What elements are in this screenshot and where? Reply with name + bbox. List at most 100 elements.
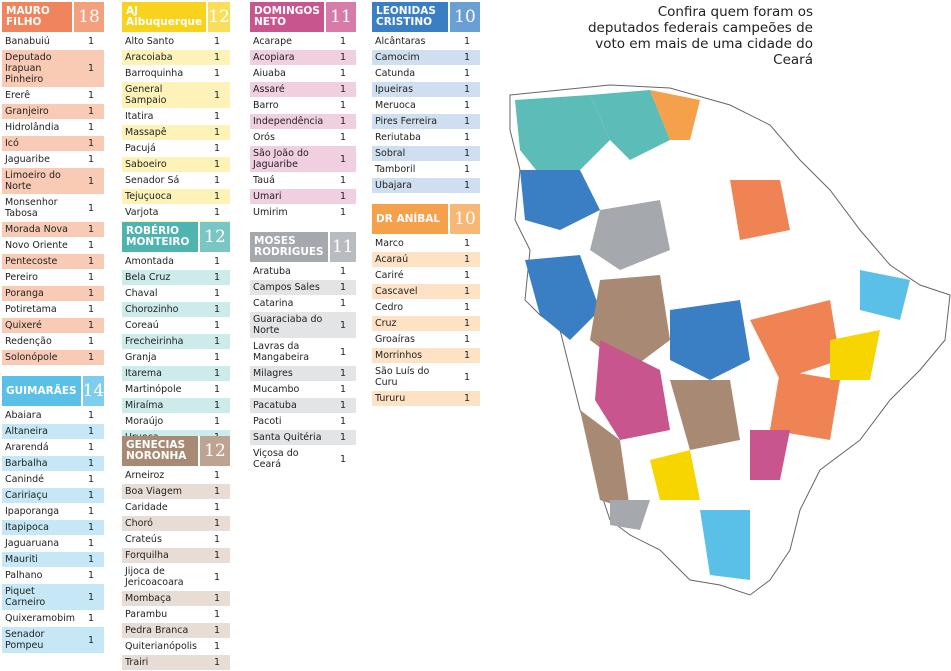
city-row: Groaíras 1 (372, 332, 480, 348)
city-row: Deputado Irapuan Pinheiro 1 (2, 50, 104, 88)
city-value: 1 (87, 106, 95, 117)
city-name: Barbalha (5, 458, 48, 469)
city-value: 1 (87, 240, 95, 251)
city-row: Alto Santo 1 (122, 34, 230, 50)
city-value: 1 (213, 571, 221, 583)
city-row: Guaraciaba do Norte 1 (250, 312, 356, 339)
city-row: Itarema 1 (122, 366, 230, 382)
city-value: 1 (87, 256, 95, 267)
city-row: Independência 1 (250, 114, 356, 130)
region (650, 90, 700, 140)
city-name: Camocim (375, 52, 420, 63)
panel-header: GENECIAS NORONHA 12 (122, 436, 230, 466)
city-row: Caridade 1 (122, 500, 230, 516)
city-row: Pacatuba 1 (250, 398, 356, 414)
city-row: Santa Quitéria 1 (250, 430, 356, 446)
city-name: Miraíma (125, 400, 164, 411)
city-row: Umirim 1 (250, 205, 356, 221)
city-value: 1 (213, 111, 221, 122)
city-name: Pedra Branca (125, 625, 189, 636)
city-name: Varjota (125, 207, 159, 218)
city-value: 1 (339, 432, 347, 443)
city-value: 1 (339, 132, 347, 143)
city-name: Quixeré (5, 320, 42, 331)
city-count: 12 (198, 436, 230, 466)
city-row: Itatira 1 (122, 109, 230, 125)
city-value: 1 (87, 538, 95, 549)
city-row: Banabuiú 1 (2, 34, 104, 50)
city-row: Caririaçu 1 (2, 488, 104, 504)
deputy-name: LEONIDAS CRISTINO (372, 2, 448, 32)
city-value: 1 (87, 202, 95, 214)
city-row: Ipueiras 1 (372, 82, 480, 98)
city-row: Ubajara 1 (372, 178, 480, 194)
city-row: Morada Nova 1 (2, 222, 104, 238)
city-name: Limoeiro do Norte (5, 170, 61, 192)
city-count: 12 (198, 222, 230, 252)
city-name: Pentecoste (5, 256, 58, 267)
city-name: São Luís do Curu (375, 366, 430, 388)
city-row: Quixeré 1 (2, 318, 104, 334)
city-row: Jijoca de Jericoacoara 1 (122, 564, 230, 591)
city-row: Trairi 1 (122, 655, 230, 671)
city-row: Alcântaras 1 (372, 34, 480, 50)
city-name: Martinópole (125, 384, 182, 395)
city-name: Forquilha (125, 550, 169, 561)
deputy-name: ROBÉRIO MONTEIRO (122, 222, 198, 252)
city-value: 1 (87, 272, 95, 283)
city-name: Senador Sá (125, 175, 180, 186)
city-name: Cascavel (375, 286, 418, 297)
city-value: 1 (213, 502, 221, 513)
deputy-panel: AJ Albuquerque 12 Alto Santo 1 Aracoiaba 1 Bar… (122, 2, 230, 237)
city-row: Icó 1 (2, 136, 104, 152)
city-name: Banabuiú (5, 36, 50, 47)
city-name: Tejuçuoca (125, 191, 172, 202)
city-name: Sobral (375, 148, 406, 159)
city-row: Canindé 1 (2, 472, 104, 488)
city-value: 1 (87, 288, 95, 299)
city-row: Aratuba 1 (250, 264, 356, 280)
city-row: Potiretama 1 (2, 302, 104, 318)
city-name: Pires Ferreira (375, 116, 438, 127)
city-row: Barbalha 1 (2, 456, 104, 472)
city-name: Caririaçu (5, 490, 48, 501)
city-name: Cariré (375, 270, 404, 281)
deputy-name: AJ Albuquerque (122, 2, 207, 32)
city-name: Marco (375, 238, 404, 249)
city-row: Acopiara 1 (250, 50, 356, 66)
panel-header: AJ Albuquerque 12 (122, 2, 230, 32)
city-value: 1 (339, 298, 347, 309)
city-value: 1 (213, 534, 221, 545)
city-row: Aiuaba 1 (250, 66, 356, 82)
city-row: Chorozinho 1 (122, 302, 230, 318)
region (830, 330, 880, 380)
deputy-name: MAURO FILHO (2, 2, 72, 32)
city-name: Itarema (125, 368, 162, 379)
city-value: 1 (213, 159, 221, 170)
region (750, 300, 840, 380)
city-value: 1 (339, 400, 347, 411)
city-value: 1 (213, 68, 221, 79)
city-value: 1 (87, 410, 95, 421)
city-name: Santa Quitéria (253, 432, 322, 443)
city-name: Chaval (125, 288, 158, 299)
city-name: Umari (253, 191, 282, 202)
city-row: Bela Cruz 1 (122, 270, 230, 286)
city-name: Aiuaba (253, 68, 286, 79)
city-row: Mucambo 1 (250, 382, 356, 398)
city-value: 1 (339, 368, 347, 379)
city-value: 1 (87, 138, 95, 149)
city-value: 1 (213, 127, 221, 138)
city-name: Poranga (5, 288, 44, 299)
region (730, 180, 790, 240)
city-value: 1 (463, 100, 471, 111)
city-row: Granja 1 (122, 350, 230, 366)
map (509, 84, 951, 596)
city-count: 18 (72, 2, 104, 32)
city-name: Alto Santo (125, 36, 175, 47)
deputy-panel: MOSES RODRIGUES 11 Aratuba 1 Campos Sales 1 Ca… (250, 232, 356, 473)
city-value: 1 (213, 52, 221, 63)
city-name: Massapê (125, 127, 167, 138)
deputy-panel: DOMINGOS NETO 11 Acarape 1 Acopiara 1 Aiuaba 1 A… (250, 2, 356, 221)
city-name: Quiterianópolis (125, 641, 197, 652)
